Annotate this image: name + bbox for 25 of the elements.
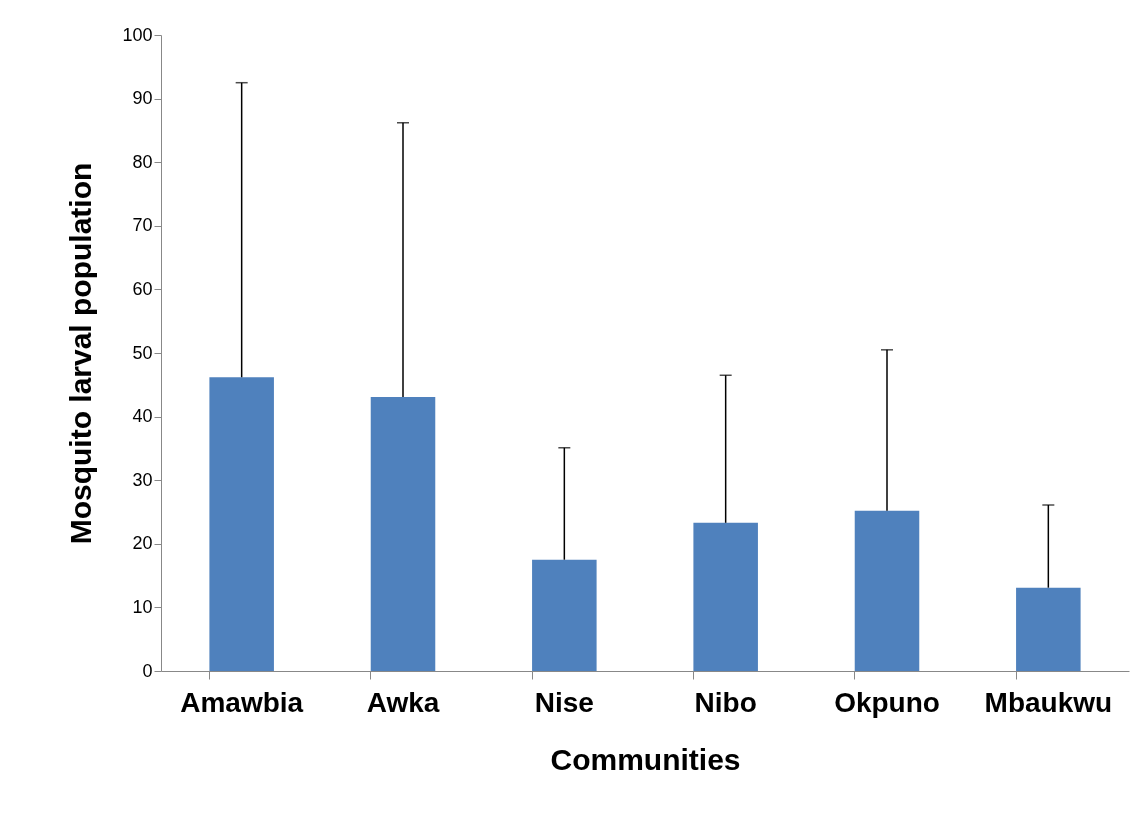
x-tick-label: Nibo [694,686,757,718]
bar [532,559,597,671]
bar [1016,587,1081,671]
bar [854,510,920,671]
x-tick-label: Nise [534,686,594,718]
bar [693,522,758,671]
bar [209,377,274,671]
y-tick-label: 10 [132,596,153,617]
y-tick-label: 60 [132,278,153,299]
x-tick-label: Awka [366,686,440,718]
y-tick-label: 90 [132,88,153,109]
x-axis-title: Communities [550,742,741,776]
y-tick-label: 30 [132,469,153,490]
x-tick-label: Amawbia [180,686,304,718]
y-axis-title: Mosquito larval population [64,162,98,545]
y-tick-label: 100 [122,24,153,45]
y-tick-label: 20 [132,533,153,554]
y-tick-label: 0 [142,660,153,681]
x-tick-label: Mbaukwu [984,686,1113,718]
y-tick-label: 70 [132,215,153,236]
y-tick-label: 40 [132,406,153,427]
bar [370,396,436,671]
y-tick-label: 50 [132,342,153,363]
y-tick-label: 80 [132,151,153,172]
x-tick-label: Okpuno [834,686,940,718]
